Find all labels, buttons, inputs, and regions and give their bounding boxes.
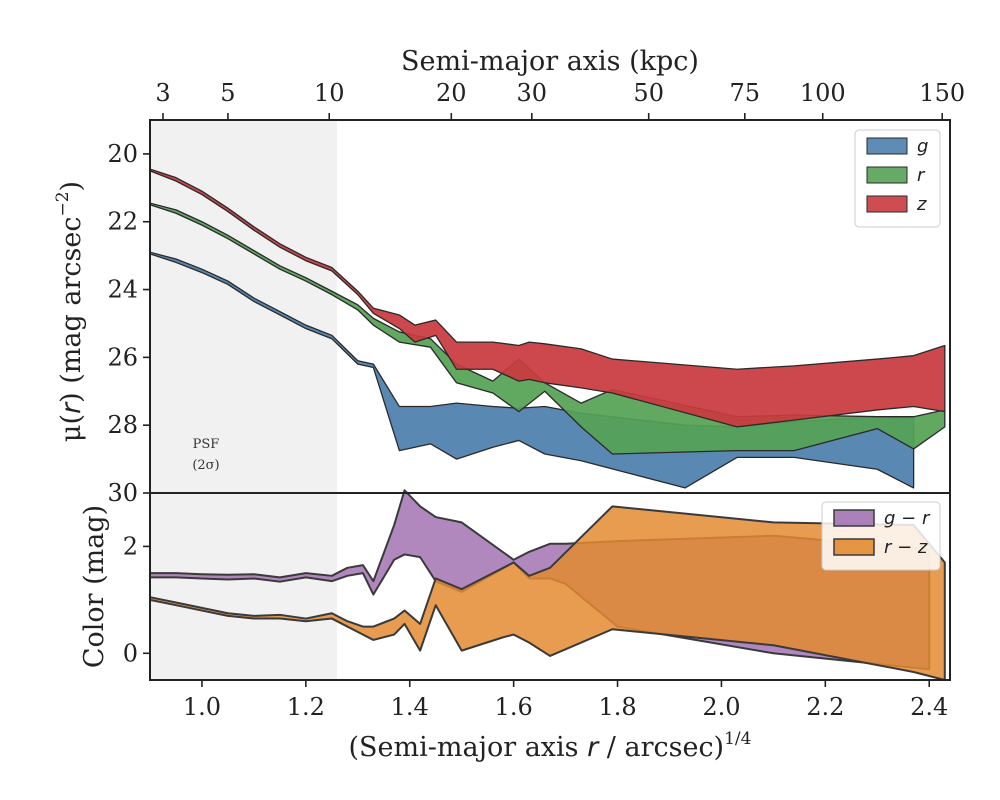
y-axis-label-exponent: −2 <box>53 191 73 216</box>
top-kpc-ticks: 3 5 10 20 30 50 75 100 150 <box>155 79 965 120</box>
top-y-axis-label: μ(r) (mag arcsec−2) <box>53 181 87 442</box>
y-axis-label-close: ) <box>56 181 87 192</box>
band-legend-swatch-1 <box>866 166 908 184</box>
kpc-tick-label-3: 3 <box>155 79 170 107</box>
kpc-tick-label-30: 30 <box>517 79 548 107</box>
bottom-panel-frame <box>149 492 951 681</box>
psf-shaded-region-bottom <box>150 493 338 680</box>
band-r <box>149 202 946 455</box>
x-tick-label-1.6: 1.6 <box>495 693 533 721</box>
y-tick-label-22: 22 <box>107 208 138 236</box>
y-tick-label-26: 26 <box>107 343 138 371</box>
x-tick-label-2.4: 2.4 <box>910 693 948 721</box>
color-legend-swatch-0 <box>833 509 875 527</box>
bottom-x-ticks: 1.0 1.2 1.4 1.6 1.8 2.0 2.2 2.4 <box>183 680 948 721</box>
band-legend-swatch-2 <box>866 195 908 213</box>
kpc-tick-label-20: 20 <box>436 79 467 107</box>
surface-brightness-panel: 20 22 24 26 28 30 3 5 10 20 30 50 75 100 150 PSF (2σ)… <box>107 79 965 507</box>
y-axis-label-suffix: ) (mag arcsec <box>56 217 87 403</box>
x-tick-label-1.0: 1.0 <box>183 693 221 721</box>
kpc-tick-label-150: 150 <box>919 79 965 107</box>
top-axis-label: Semi-major axis (kpc) <box>401 46 699 77</box>
y-tick-label-24: 24 <box>107 276 138 304</box>
band-legend-label-2: z <box>916 194 927 215</box>
color-tick-label-2: 2 <box>123 532 138 560</box>
x-axis-label-exponent: 1/4 <box>724 729 751 749</box>
y-tick-label-30: 30 <box>107 479 138 507</box>
x-tick-label-2.2: 2.2 <box>806 693 844 721</box>
x-tick-label-1.2: 1.2 <box>287 693 325 721</box>
kpc-tick-label-75: 75 <box>730 79 761 107</box>
psf-label-line1: PSF <box>193 437 220 452</box>
kpc-tick-label-50: 50 <box>633 79 664 107</box>
x-axis-label-var: r <box>587 732 600 763</box>
psf-shaded-region <box>150 120 338 493</box>
band-legend-label-0: g <box>917 136 928 157</box>
color-legend-swatch-1 <box>833 538 875 556</box>
y-tick-label-20: 20 <box>107 140 138 168</box>
color-legend: g − r r − z <box>821 501 941 571</box>
bottom-y-ticks: 02 <box>123 532 150 667</box>
x-axis-label-prefix: (Semi-major axis <box>349 732 588 763</box>
x-tick-label-1.4: 1.4 <box>391 693 429 721</box>
kpc-tick-label-10: 10 <box>314 79 345 107</box>
band-z <box>149 168 946 428</box>
band-legend-label-1: r <box>917 165 926 186</box>
kpc-tick-label-5: 5 <box>220 79 235 107</box>
x-tick-label-1.8: 1.8 <box>598 693 636 721</box>
y-axis-label-prefix: μ( <box>56 414 87 442</box>
y-tick-label-28: 28 <box>107 411 138 439</box>
y-axis-label-var: r <box>56 401 87 414</box>
color-legend-label-1: r − z <box>884 537 928 558</box>
kpc-tick-label-100: 100 <box>800 79 846 107</box>
x-axis-label-suffix: / arcsec) <box>598 732 724 763</box>
x-axis-label: (Semi-major axis r / arcsec)1/4 <box>349 729 752 763</box>
color-tick-label-0: 0 <box>123 639 138 667</box>
bottom-y-axis-label: Color (mag) <box>79 505 110 668</box>
surface-brightness-series <box>149 168 946 489</box>
top-y-ticks: 20 22 24 26 28 30 <box>107 140 150 507</box>
band-legend-swatch-0 <box>866 137 908 155</box>
psf-label-line2: (2σ) <box>192 458 219 473</box>
x-tick-label-2.0: 2.0 <box>702 693 740 721</box>
color-panel: 02 1.0 1.2 1.4 1.6 1.8 2.0 2.2 2.4 g − rr − z <box>123 489 951 721</box>
color-legend-label-0: g − r <box>884 508 931 529</box>
band-legend: grz <box>854 129 941 228</box>
